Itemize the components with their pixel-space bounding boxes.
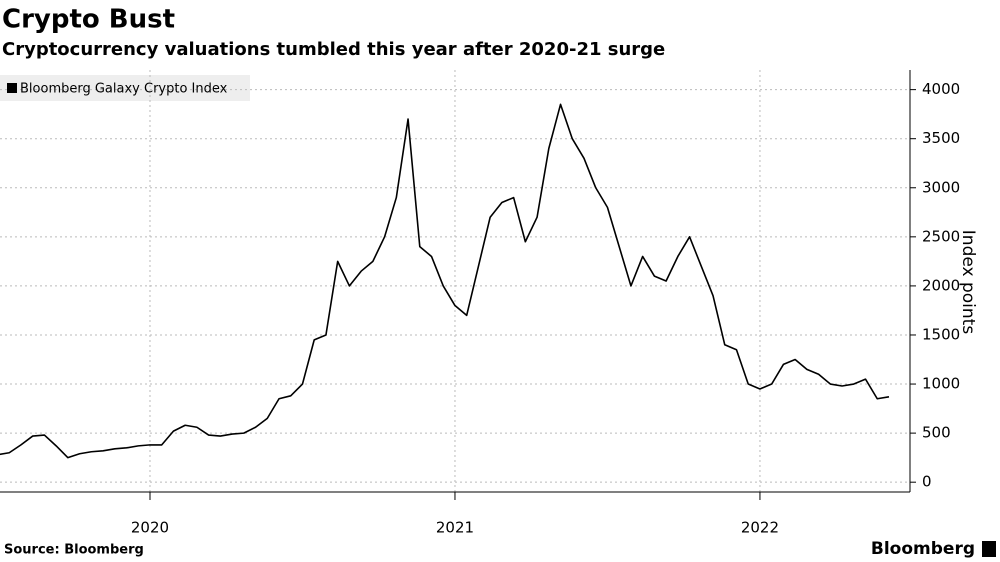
legend-swatch — [7, 83, 17, 93]
brand-icon — [982, 541, 996, 557]
x-tick-label: 2021 — [436, 519, 474, 537]
y-tick-label: 2500 — [922, 227, 960, 245]
source: Source: Bloomberg — [4, 543, 144, 558]
y-tick-label: 3500 — [922, 129, 960, 147]
x-tick-label: 2020 — [131, 519, 169, 537]
y-axis-label: Index points — [958, 230, 978, 335]
y-tick-label: 1500 — [922, 325, 960, 343]
y-tick-label: 3000 — [922, 178, 960, 196]
line-series — [0, 103, 890, 459]
y-tick-label: 1000 — [922, 375, 960, 393]
chart-title: Crypto Bust — [2, 5, 175, 35]
chart-subtitle: Cryptocurrency valuations tumbled this y… — [2, 39, 665, 60]
x-tick-label: 2022 — [741, 519, 779, 537]
y-tick-label: 0 — [922, 473, 932, 491]
y-tick-label: 4000 — [922, 80, 960, 98]
y-tick-label: 500 — [922, 424, 951, 442]
brand: Bloomberg — [871, 539, 975, 559]
y-tick-label: 2000 — [922, 276, 960, 294]
legend-label: Bloomberg Galaxy Crypto Index — [20, 82, 228, 97]
legend-box — [0, 75, 250, 101]
